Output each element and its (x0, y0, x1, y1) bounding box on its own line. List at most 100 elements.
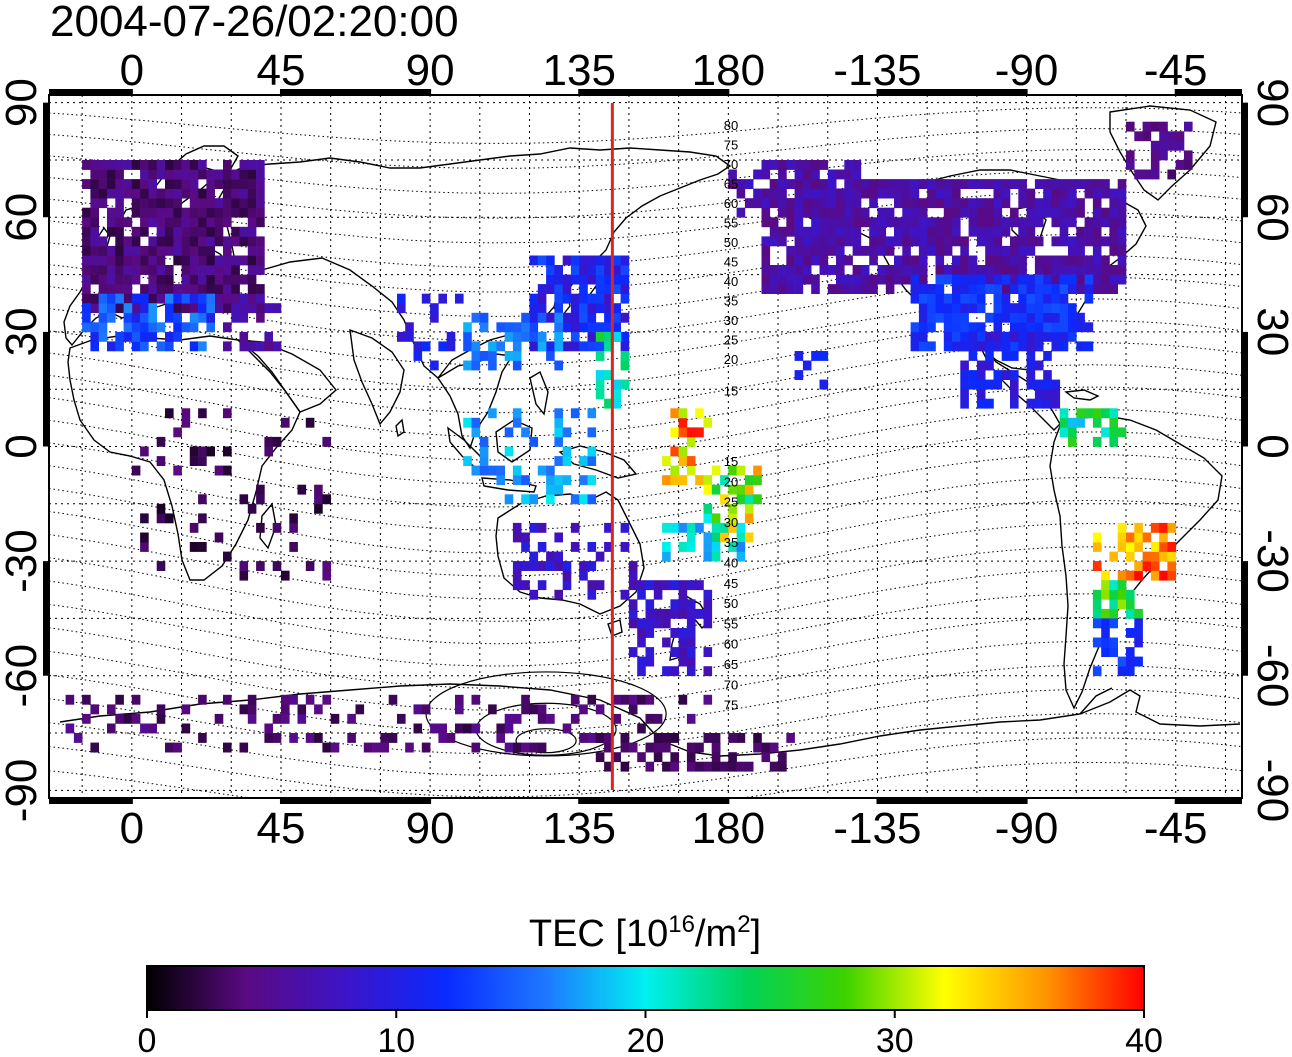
tec-cell (1126, 608, 1135, 619)
tec-cell (82, 322, 91, 333)
tec-cell (1101, 618, 1110, 629)
tec-cell (165, 293, 174, 304)
tec-cell (852, 188, 862, 199)
tec-cell (90, 742, 99, 753)
tec-cell (504, 351, 514, 361)
colorbar-tick-label: 10 (377, 1022, 415, 1057)
tec-cell (123, 284, 133, 294)
tec-cell (140, 513, 149, 524)
tec-cell (844, 188, 853, 199)
tec-cell (1109, 207, 1118, 218)
tec-cell (1068, 284, 1077, 294)
tec-cell (554, 551, 563, 562)
tec-cell (264, 446, 273, 457)
tec-cell (827, 188, 837, 199)
tec-cell (223, 160, 232, 170)
tec-cell (628, 570, 638, 581)
tec-cell (1101, 255, 1110, 266)
tec-cell (1076, 417, 1085, 428)
tec-cell (521, 322, 530, 333)
tec-cell (637, 637, 646, 648)
tec-cell (165, 341, 174, 352)
tec-cell (421, 293, 431, 304)
tec-cell (189, 169, 199, 180)
tec-cell (562, 561, 572, 571)
tec-cell (620, 589, 630, 600)
tec-cell (1134, 532, 1143, 543)
coast-arabia (236, 339, 337, 413)
tec-cell (388, 733, 398, 743)
tec-cell (943, 226, 953, 237)
tec-cell (587, 293, 597, 304)
tec-cell (214, 179, 224, 189)
tec-cell (198, 169, 207, 180)
tec-cell (761, 217, 771, 228)
tec-cell (156, 207, 166, 218)
tec-cell (595, 265, 605, 275)
tec-cell (165, 265, 174, 275)
tec-cell (289, 694, 298, 705)
map-title: 2004-07-26/02:20:00 (50, 0, 459, 46)
tec-cell (587, 408, 597, 419)
tec-cell (960, 370, 969, 380)
tec-cell (1010, 265, 1019, 275)
tec-cell (554, 436, 563, 447)
tec-cell (952, 293, 961, 304)
tec-cell (1051, 217, 1061, 228)
tec-cell (778, 236, 787, 247)
tec-cell (769, 274, 779, 285)
tec-cell (140, 446, 149, 457)
tec-cell (107, 179, 116, 189)
tec-cell (885, 236, 895, 247)
tec-cell (247, 503, 257, 514)
tec-cell (1010, 370, 1019, 380)
tec-cell (189, 188, 199, 199)
tec-cell (802, 169, 812, 180)
tec-cell (1184, 160, 1193, 170)
tec-cell (885, 207, 895, 218)
tec-cell (1076, 207, 1085, 218)
tec-cell (562, 427, 572, 438)
tec-cell (1109, 226, 1118, 237)
contour-label: 80 (724, 118, 738, 133)
tec-cell (952, 322, 961, 333)
tec-cell (223, 694, 232, 705)
tec-cell (587, 312, 597, 323)
tec-cell (976, 179, 986, 189)
left-lat-label: -60 (0, 644, 46, 708)
tec-cell (960, 341, 969, 352)
tec-cell (1092, 188, 1102, 199)
tec-cell (570, 312, 580, 323)
tec-cell (819, 226, 829, 237)
tec-cell (612, 713, 621, 724)
tec-cell (239, 226, 249, 237)
tec-cell (206, 217, 215, 228)
tec-cell (744, 475, 754, 486)
tec-cell (778, 752, 787, 763)
tec-cell (620, 293, 630, 304)
tec-cell (976, 274, 986, 285)
tec-cell (115, 293, 124, 304)
tec-cell (1109, 427, 1118, 438)
tec-cell (1018, 217, 1027, 228)
tec-cell (148, 207, 157, 218)
tec-cell (554, 274, 563, 285)
tec-cell (546, 484, 555, 495)
tec-cell (90, 322, 99, 333)
tec-cell (347, 733, 356, 743)
tec-cell (529, 551, 539, 562)
tec-cell (620, 522, 630, 533)
tec-cell (844, 207, 853, 218)
tec-cell (604, 761, 613, 772)
tec-cell (123, 331, 133, 342)
tec-cell (231, 303, 240, 314)
tec-cell (620, 542, 630, 552)
tec-cell (985, 312, 994, 323)
tec-cell (778, 265, 787, 275)
contour-label: 35 (724, 294, 738, 309)
tec-cell (148, 284, 157, 294)
tec-cell (165, 207, 174, 218)
tec-cell (264, 303, 273, 314)
tec-cell (711, 742, 721, 753)
tec-cell (239, 169, 249, 180)
